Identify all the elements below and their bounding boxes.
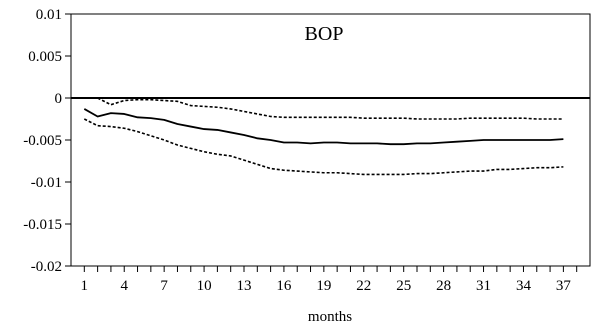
y-tick-label: 0.005 [28,49,62,65]
response-line [83,108,564,146]
x-tick-label: 34 [516,278,532,294]
x-tick-label: 31 [476,278,491,294]
x-tick-label: 25 [396,278,411,294]
y-tick-label: 0.01 [36,7,62,23]
y-tick-label: -0.02 [31,259,62,275]
x-tick-label: 28 [436,278,451,294]
lower-band-line [83,118,564,176]
x-tick-label: 7 [160,278,168,294]
y-tick-label: -0.015 [23,217,62,233]
x-tick-label: 1 [81,278,89,294]
chart-title: BOP [305,23,344,45]
y-tick-label: -0.01 [31,175,62,191]
upper-band-line [97,97,564,120]
y-tick-label: 0 [55,91,63,107]
x-tick-label: 13 [237,278,252,294]
x-tick-label: 19 [316,278,331,294]
x-tick-label: 4 [120,278,128,294]
x-tick-label: 16 [276,278,292,294]
x-tick-label: 10 [197,278,212,294]
x-tick-label: 22 [356,278,371,294]
plot-area: 0.01 0.005 0 -0.005 -0.01 -0.015 -0.02 1 4 7 10 13 1… [23,7,591,294]
x-tick-label: 37 [556,278,572,294]
y-tick-label: -0.005 [23,133,62,149]
x-axis-label: months [308,309,352,325]
